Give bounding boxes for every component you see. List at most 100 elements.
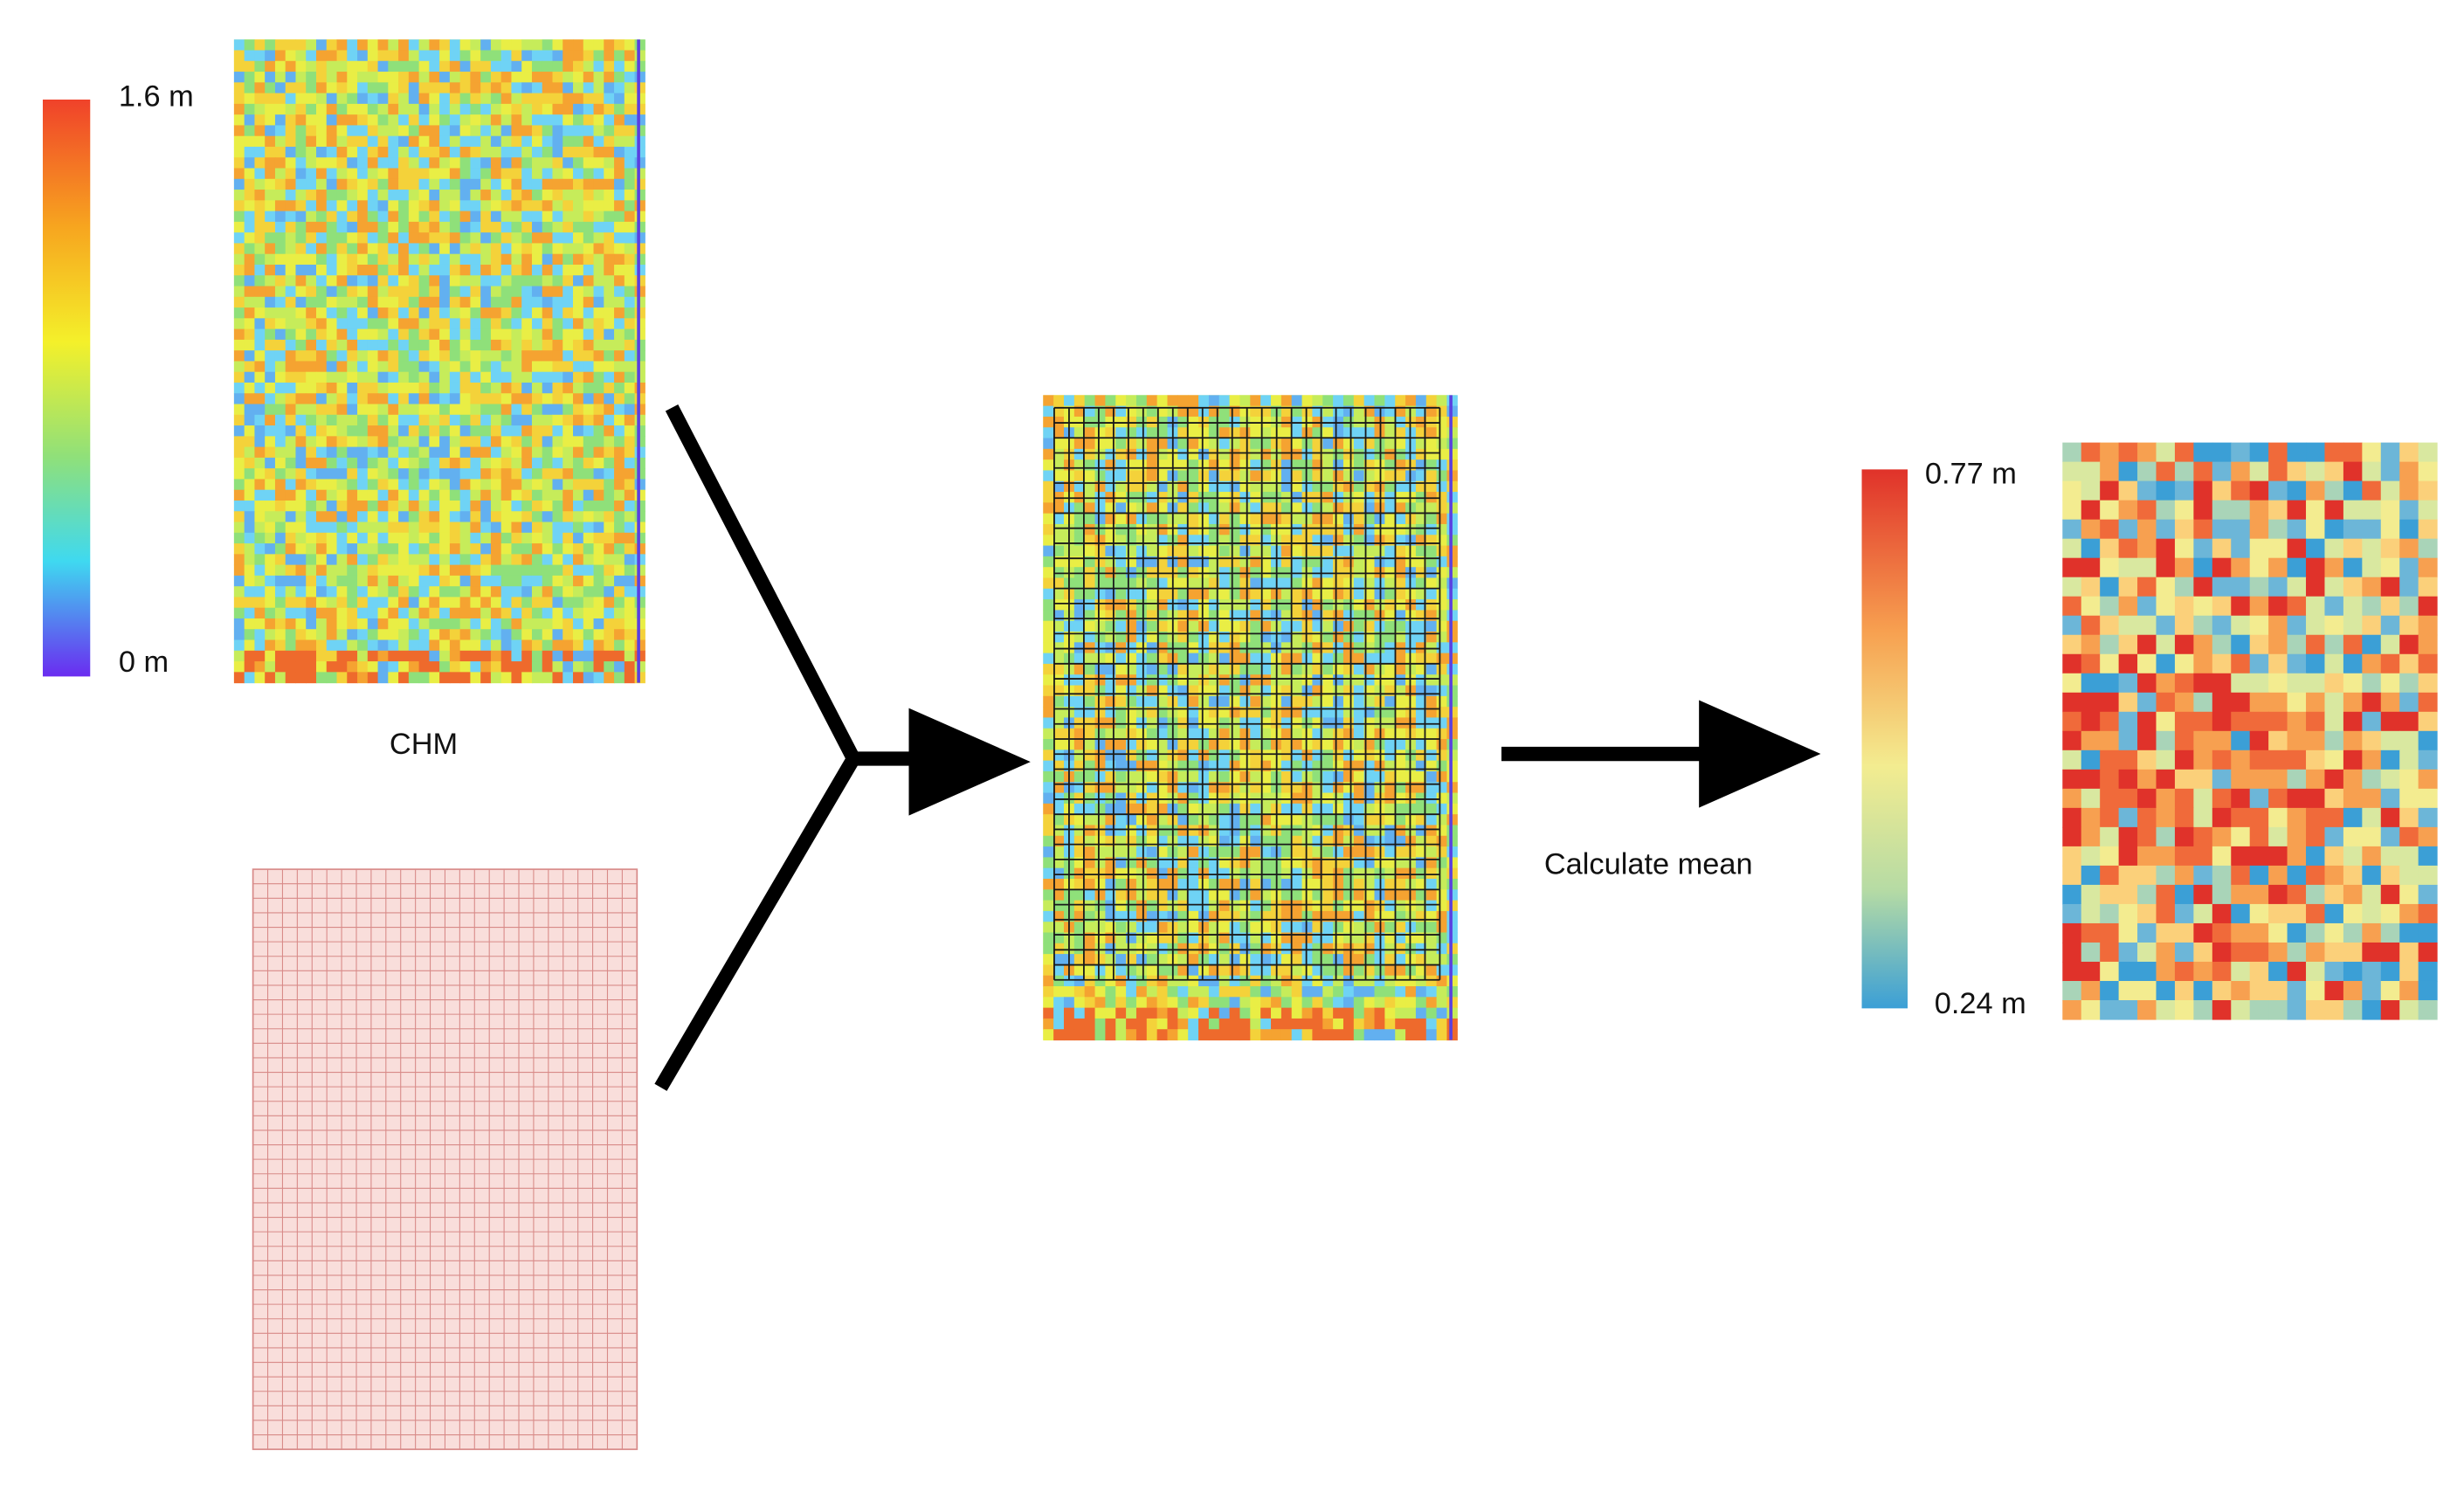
map-cell (1198, 653, 1210, 665)
map-cell (1322, 717, 1334, 729)
map-cell (1291, 523, 1303, 535)
map-cell (315, 672, 328, 684)
map-cell (315, 382, 328, 394)
map-cell (1094, 835, 1106, 847)
map-cell (1229, 535, 1240, 547)
map-cell (408, 554, 420, 566)
map-cell (398, 661, 410, 673)
map-cell (388, 522, 399, 534)
map-cell (1188, 448, 1199, 460)
map-cell (1436, 695, 1448, 708)
map-cell (552, 532, 563, 544)
map-cell (439, 597, 451, 609)
map-cell (1188, 502, 1199, 515)
map-cell (1301, 610, 1313, 622)
map-cell (563, 125, 574, 137)
map-cell (1156, 717, 1169, 729)
map-cell (1135, 792, 1148, 805)
mean-cell (2324, 461, 2344, 482)
map-cell (1084, 513, 1096, 525)
map-cell (1436, 717, 1448, 729)
map-cell (1342, 803, 1355, 815)
map-cell (1218, 610, 1231, 622)
map-cell (1043, 448, 1054, 460)
map-cell (593, 575, 604, 587)
map-cell (306, 93, 317, 105)
map-cell (398, 639, 410, 652)
map-cell (1301, 502, 1313, 515)
map-cell (1218, 556, 1231, 568)
map-cell (1301, 599, 1313, 611)
map-cell (347, 307, 358, 319)
map-cell (336, 586, 348, 597)
map-cell (531, 275, 543, 287)
map-cell (470, 350, 481, 362)
map-cell (480, 72, 492, 83)
map-cell (244, 446, 255, 459)
map-cell (1363, 405, 1376, 418)
map-cell (1384, 770, 1396, 783)
map-cell (1342, 685, 1355, 697)
map-cell (274, 554, 286, 566)
map-cell (1384, 954, 1396, 965)
map-cell (1395, 674, 1406, 687)
map-cell (398, 178, 410, 190)
map-cell (1291, 405, 1303, 418)
map-cell (1342, 760, 1355, 772)
map-cell (1105, 922, 1116, 934)
map-cell (511, 221, 522, 233)
map-cell (357, 522, 369, 534)
map-cell (542, 82, 554, 94)
map-cell (1322, 867, 1334, 880)
map-cell (285, 361, 297, 373)
map-cell (542, 489, 554, 501)
map-cell (480, 607, 492, 619)
map-cell (265, 253, 276, 266)
map-cell (1115, 900, 1127, 912)
map-cell (1198, 717, 1210, 729)
map-cell (1260, 663, 1272, 675)
map-cell (604, 60, 615, 73)
map-cell (459, 511, 471, 523)
map-cell (1053, 459, 1065, 471)
map-cell (1156, 728, 1169, 740)
map-cell (490, 146, 502, 158)
map-cell (1291, 513, 1303, 525)
map-cell (336, 50, 348, 62)
map-cell (1322, 792, 1334, 805)
map-cell (254, 135, 266, 148)
map-cell (1177, 814, 1189, 826)
map-cell (593, 253, 604, 266)
map-cell (614, 586, 625, 597)
map-cell (336, 489, 348, 501)
map-cell (521, 564, 533, 577)
map-cell (583, 479, 595, 491)
map-cell (326, 296, 338, 308)
map-cell (254, 629, 266, 641)
map-cell (1177, 867, 1189, 880)
map-cell (1053, 502, 1065, 515)
map-cell (1084, 620, 1096, 632)
map-cell (1177, 825, 1189, 837)
map-cell (1053, 695, 1065, 708)
map-cell (377, 168, 389, 180)
map-cell (573, 103, 584, 115)
map-cell (459, 639, 471, 652)
map-cell (1291, 438, 1303, 450)
map-cell (500, 371, 512, 383)
map-cell (347, 414, 358, 426)
map-cell (1239, 1029, 1251, 1041)
map-cell (624, 253, 636, 266)
map-cell (326, 393, 338, 405)
map-cell (1115, 878, 1127, 890)
map-cell (604, 672, 615, 684)
map-cell (1043, 610, 1054, 622)
map-cell (1188, 792, 1199, 805)
map-cell (233, 60, 245, 73)
map-cell (408, 168, 420, 180)
map-cell (315, 60, 328, 73)
map-cell (500, 60, 512, 73)
map-cell (1043, 695, 1054, 708)
map-cell (449, 72, 461, 83)
map-cell (480, 414, 492, 426)
